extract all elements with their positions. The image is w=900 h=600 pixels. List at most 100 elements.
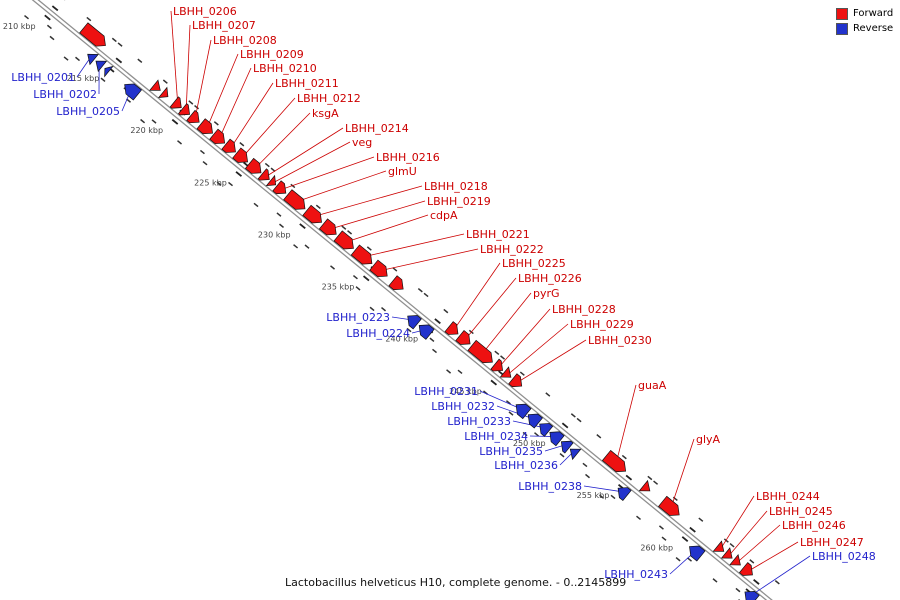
gene-arrow[interactable] (388, 275, 407, 294)
gene-feature-group (490, 358, 507, 375)
gene-label[interactable]: guaA (638, 379, 667, 392)
gene-arrow[interactable] (79, 22, 110, 51)
gene-arrow[interactable] (729, 553, 745, 570)
scale-tick (519, 371, 525, 376)
gene-arrow[interactable] (658, 495, 684, 520)
gene-label[interactable]: LBHH_0221 (466, 228, 530, 241)
gene-arrow[interactable] (333, 230, 358, 254)
gene-label[interactable]: LBHH_0224 (346, 327, 410, 340)
gene-arrow[interactable] (84, 49, 99, 66)
gene-arrow[interactable] (121, 80, 143, 101)
gene-label[interactable]: LBHH_0247 (800, 536, 864, 549)
gene-label[interactable]: cdpA (430, 209, 458, 222)
gene-label[interactable]: LBHH_0231 (414, 385, 478, 398)
gene-label[interactable]: LBHH_0234 (464, 430, 528, 443)
gene-label[interactable]: LBHH_0223 (326, 311, 390, 324)
gene-label[interactable]: LBHH_0214 (345, 122, 409, 135)
gene-arrow[interactable] (350, 244, 376, 269)
gene-label[interactable]: LBHH_0202 (33, 88, 97, 101)
gene-arrow[interactable] (601, 449, 629, 476)
gene-label[interactable]: LBHH_0208 (213, 34, 277, 47)
gene-arrow[interactable] (536, 419, 554, 437)
gene-label[interactable]: glmU (388, 165, 417, 178)
gene-arrow[interactable] (508, 373, 526, 391)
gene-arrow[interactable] (546, 427, 565, 447)
gene-feature-group (232, 147, 252, 167)
gene-feature-group (712, 540, 728, 556)
gene-arrow[interactable] (499, 366, 515, 382)
gene-arrow[interactable] (490, 358, 507, 375)
gene-arrow[interactable] (244, 157, 265, 177)
gene-label[interactable]: LBHH_0210 (253, 62, 317, 75)
gene-arrow[interactable] (177, 103, 193, 120)
gene-arrow[interactable] (265, 174, 279, 190)
gene-arrow[interactable] (638, 479, 654, 496)
gene-label[interactable]: LBHH_0222 (480, 243, 544, 256)
gene-arrow[interactable] (512, 400, 532, 420)
gene-label[interactable]: LBHH_0207 (192, 19, 256, 32)
gene-label[interactable]: pyrG (533, 287, 560, 300)
gene-arrow[interactable] (467, 339, 497, 367)
gene-arrow[interactable] (149, 79, 165, 95)
gene-arrow[interactable] (614, 483, 632, 501)
gene-arrow[interactable] (720, 547, 737, 563)
gene-arrow[interactable] (92, 56, 108, 73)
gene-arrow[interactable] (302, 204, 326, 227)
gene-arrow[interactable] (196, 118, 217, 138)
gene-label[interactable]: LBHH_0245 (769, 505, 833, 518)
gene-arrow[interactable] (186, 109, 204, 127)
gene-label[interactable]: LBHH_0235 (479, 445, 543, 458)
gene-arrow[interactable] (741, 587, 760, 600)
gene-label[interactable]: LBHH_0232 (431, 400, 495, 413)
gene-label[interactable]: LBHH_0230 (588, 334, 652, 347)
gene-arrow[interactable] (101, 63, 114, 78)
gene-arrow[interactable] (444, 321, 462, 339)
gene-arrow[interactable] (272, 180, 290, 198)
gene-arrow[interactable] (455, 329, 474, 348)
gene-label[interactable]: veg (352, 136, 372, 149)
gene-arrow[interactable] (318, 218, 340, 239)
gene-arrow[interactable] (369, 259, 392, 281)
gene-feature-group (685, 542, 706, 562)
gene-label[interactable]: LBHH_0206 (173, 5, 237, 18)
gene-label[interactable]: LBHH_0216 (376, 151, 440, 164)
gene-arrow[interactable] (232, 147, 252, 167)
gene-label[interactable]: LBHH_0225 (502, 257, 566, 270)
gene-arrow[interactable] (283, 189, 309, 214)
gene-arrow[interactable] (169, 96, 185, 113)
gene-label[interactable]: LBHH_0228 (552, 303, 616, 316)
gene-arrow[interactable] (738, 562, 756, 580)
gene-label[interactable]: LBHH_0201 (11, 71, 75, 84)
gene-label[interactable]: ksgA (312, 107, 339, 120)
gene-arrow[interactable] (566, 444, 582, 461)
gene-arrow[interactable] (712, 540, 728, 556)
gene-arrow[interactable] (557, 437, 574, 454)
gene-label[interactable]: LBHH_0229 (570, 318, 634, 331)
gene-label[interactable]: LBHH_0218 (424, 180, 488, 193)
gene-label[interactable]: LBHH_0211 (275, 77, 339, 90)
gene-label[interactable]: LBHH_0246 (782, 519, 846, 532)
gene-feature-group (257, 168, 273, 185)
gene-arrow[interactable] (209, 128, 229, 148)
gene-label[interactable]: LBHH_0212 (297, 92, 361, 105)
gene-label[interactable]: LBHH_0209 (240, 48, 304, 61)
gene-label[interactable]: LBHH_0236 (494, 459, 558, 472)
gene-label[interactable]: LBHH_0205 (56, 105, 120, 118)
gene-label[interactable]: LBHH_0243 (604, 568, 668, 581)
gene-label[interactable]: LBHH_0219 (427, 195, 491, 208)
gene-label[interactable]: LBHH_0244 (756, 490, 820, 503)
gene-arrow[interactable] (524, 410, 543, 429)
gene-label[interactable]: LBHH_0238 (518, 480, 582, 493)
gene-label[interactable]: LBHH_0248 (812, 550, 876, 563)
scale-tick (202, 160, 208, 166)
gene-arrow[interactable] (157, 86, 172, 101)
gene-label[interactable]: LBHH_0226 (518, 272, 582, 285)
gene-arrow[interactable] (257, 168, 273, 185)
gene-arrow[interactable] (404, 311, 422, 330)
gene-label[interactable]: LBHH_0233 (447, 415, 511, 428)
gene-arrow[interactable] (685, 542, 706, 562)
gene-arrow[interactable] (221, 138, 240, 157)
gene-arrow[interactable] (415, 320, 435, 340)
gene-label[interactable]: glyA (696, 433, 721, 446)
